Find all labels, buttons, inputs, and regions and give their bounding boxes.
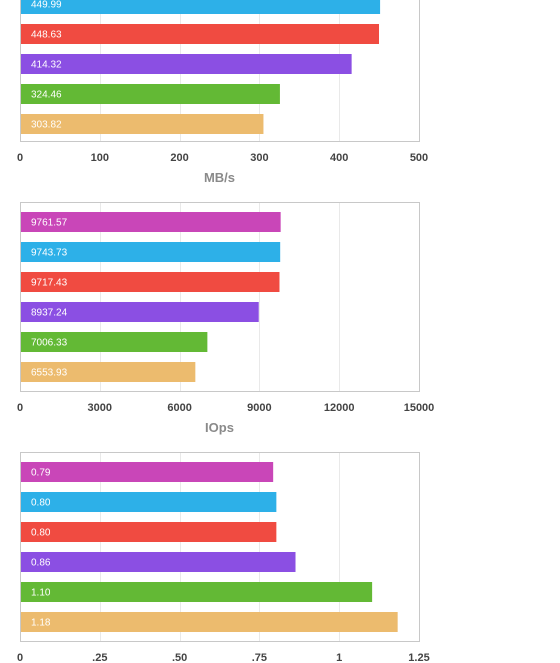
- chart-1: 449.99 448.63 414.32 324.46 303.82 0 100 200 300…: [17, 0, 428, 185]
- bar[interactable]: [21, 522, 277, 542]
- bar[interactable]: [21, 84, 280, 104]
- bar-value-label: 0.80: [31, 498, 51, 509]
- bar[interactable]: [21, 54, 352, 74]
- x-axis-title: MB/s: [204, 170, 235, 185]
- bar[interactable]: [21, 332, 208, 352]
- bar[interactable]: [21, 612, 398, 632]
- bar-value-label: 9743.73: [31, 248, 68, 259]
- bar[interactable]: [21, 492, 277, 512]
- x-tick-label: 9000: [247, 402, 271, 414]
- x-tick-label: .75: [252, 652, 267, 663]
- chart-2: 9761.57 9743.73 9717.43 8937.24 7006.33 6553.…: [17, 202, 434, 435]
- bar[interactable]: [21, 582, 373, 602]
- x-tick-label: 3000: [88, 402, 112, 414]
- x-tick-label: 6000: [167, 402, 191, 414]
- bar-value-label: 0.79: [31, 468, 51, 479]
- plot-frame: [20, 0, 420, 142]
- x-tick-label: 0: [17, 652, 23, 663]
- bar-value-label: 0.86: [31, 558, 51, 569]
- bar[interactable]: [21, 272, 280, 292]
- x-tick-label: 0: [17, 152, 23, 164]
- x-tick-label: 500: [410, 152, 428, 164]
- bar-value-label: 303.82: [31, 120, 62, 131]
- bar[interactable]: [21, 302, 259, 322]
- x-axis-title: IOps: [205, 420, 234, 435]
- x-tick-label: 15000: [404, 402, 435, 414]
- bar-value-label: 1.10: [31, 588, 51, 599]
- plot-frame: [20, 452, 420, 642]
- bar[interactable]: [21, 362, 196, 382]
- bar[interactable]: [21, 552, 296, 572]
- x-tick-label: 200: [170, 152, 188, 164]
- bar[interactable]: [21, 114, 264, 134]
- x-tick-label: 1: [336, 652, 342, 663]
- x-tick-label: .50: [172, 652, 187, 663]
- x-tick-label: 0: [17, 402, 23, 414]
- bar-value-label: 6553.93: [31, 368, 68, 379]
- bar-value-label: 7006.33: [31, 338, 68, 349]
- bar-value-label: 448.63: [31, 30, 62, 41]
- bar[interactable]: [21, 0, 381, 14]
- bar-value-label: 449.99: [31, 0, 62, 11]
- chart-3: 0.79 0.80 0.80 0.86 1.10 1.18 0 .25 .50 .75 1 1.25: [17, 452, 430, 663]
- x-tick-label: 400: [330, 152, 348, 164]
- x-tick-label: 1.25: [408, 652, 429, 663]
- bar-value-label: 9717.43: [31, 278, 68, 289]
- bar-value-label: 0.80: [31, 528, 51, 539]
- plot-frame: [20, 202, 420, 392]
- bar[interactable]: [21, 24, 380, 44]
- bar-value-label: 8937.24: [31, 308, 68, 319]
- x-tick-label: 12000: [324, 402, 355, 414]
- bar[interactable]: [21, 462, 274, 482]
- x-tick-label: 300: [250, 152, 268, 164]
- bar-value-label: 324.46: [31, 90, 62, 101]
- bar[interactable]: [21, 212, 281, 232]
- bar-value-label: 1.18: [31, 618, 51, 629]
- bar-value-label: 414.32: [31, 60, 62, 71]
- x-tick-label: 100: [91, 152, 109, 164]
- x-tick-label: .25: [92, 652, 107, 663]
- bar-value-label: 9761.57: [31, 218, 68, 229]
- bar[interactable]: [21, 242, 281, 262]
